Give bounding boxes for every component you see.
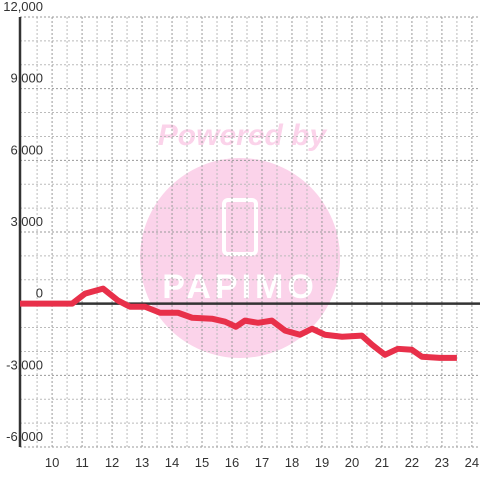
x-tick-label: 17 [255, 455, 269, 470]
x-tick-label: 20 [345, 455, 359, 470]
x-tick-label: 13 [135, 455, 149, 470]
x-tick-label: 21 [375, 455, 389, 470]
x-tick-label: 23 [435, 455, 449, 470]
y-tick-label: 3,000 [10, 214, 43, 229]
y-tick-label: 6,000 [10, 142, 43, 157]
watermark-icon [222, 198, 258, 256]
y-tick-label: 12,000 [3, 0, 43, 14]
x-tick-label: 22 [405, 455, 419, 470]
x-tick-label: 15 [195, 455, 209, 470]
y-tick-label: -6,000 [6, 429, 43, 444]
x-tick-label: 10 [45, 455, 59, 470]
x-tick-label: 14 [165, 455, 179, 470]
watermark-text: Powered by [158, 119, 328, 152]
x-tick-label: 11 [75, 455, 89, 470]
y-tick-label: -3,000 [6, 357, 43, 372]
x-tick-label: 24 [465, 455, 479, 470]
watermark-logo: PAPIMO [162, 268, 318, 306]
x-tick-label: 19 [315, 455, 329, 470]
watermark-circle [140, 158, 340, 358]
y-tick-label: 9,000 [10, 71, 43, 86]
y-tick-label: 0 [36, 286, 43, 301]
x-tick-label: 12 [105, 455, 119, 470]
data-line [20, 285, 457, 361]
x-tick-label: 16 [225, 455, 239, 470]
x-tick-label: 18 [285, 455, 299, 470]
